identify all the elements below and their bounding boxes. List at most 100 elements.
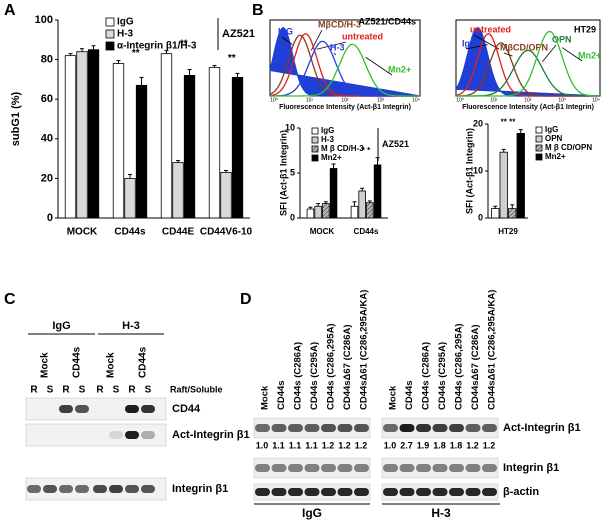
band-ratio: 2.7 (400, 440, 413, 450)
lane-label: S (145, 385, 152, 396)
blot-band (304, 424, 320, 432)
label-arrow (503, 52, 513, 57)
legend-group: AZ521 (222, 28, 255, 40)
blot-band (354, 464, 369, 472)
blot-band (399, 488, 415, 496)
band-ratio: 1.2 (483, 440, 496, 450)
bar (373, 164, 382, 219)
significance: ** (132, 48, 140, 59)
lane-label: R (128, 385, 136, 396)
legend-swatch (311, 145, 319, 153)
histogram-curve (456, 30, 600, 97)
blot-band (125, 431, 139, 439)
blot-band (288, 464, 303, 472)
blot-band (465, 464, 481, 472)
legend-swatch (311, 127, 319, 135)
legend-swatch (535, 153, 543, 161)
x-axis-label: Fluorescence Intensity (Act-β1 Integrin) (279, 104, 411, 111)
blot-band (416, 464, 431, 472)
y-tick-label: 0 (478, 212, 483, 222)
blot-band (125, 485, 139, 493)
x-tick-label: 10² (524, 97, 532, 103)
blot-band (465, 424, 481, 432)
band-ratio: 1.2 (322, 440, 335, 450)
bar (516, 132, 525, 219)
bar (208, 67, 221, 219)
x-tick-label: CD44s (114, 227, 146, 238)
blot-band (321, 464, 336, 472)
y-tick-label: 5 (290, 167, 295, 177)
blot-band (255, 424, 270, 432)
legend-swatch (311, 136, 319, 144)
y-tick-label: 10 (285, 122, 295, 132)
blot-band (141, 405, 155, 413)
blot-band (141, 485, 155, 493)
curve-label: IgG (462, 38, 477, 48)
blot-band (59, 485, 73, 493)
y-tick-label: 20 (473, 118, 483, 128)
row-label: Act-Integrin β1 (172, 429, 250, 441)
blot-band (449, 424, 464, 432)
x-tick-label: HT29 (498, 227, 518, 236)
blot-band (43, 485, 57, 493)
blot-band (416, 488, 431, 496)
x-tick-label: 10² (341, 97, 349, 103)
y-axis-label: SFI (Act-β1 Integrin) (464, 128, 474, 214)
band-ratio: 1.2 (338, 440, 351, 450)
legend-swatch (105, 29, 115, 39)
lane-label: S (79, 385, 86, 396)
blot-band (141, 431, 155, 439)
curve-label: untreated (342, 31, 383, 41)
legend-label: IgG (117, 17, 134, 28)
lane-label: CD44s (C286,295A) (326, 323, 337, 410)
blot-band (449, 488, 464, 496)
blot-band (321, 424, 336, 432)
bar (499, 151, 508, 219)
panel-letter: A (4, 2, 16, 19)
lane-label: R (30, 385, 38, 396)
significance: * * (362, 146, 371, 155)
panel-letter: D (240, 291, 252, 308)
blot-band (449, 464, 464, 472)
legend-swatch (311, 154, 319, 162)
y-axis-label: subG1 (%) (10, 91, 22, 146)
legend-label: OPN (545, 134, 563, 143)
legend-swatch (535, 144, 543, 152)
subgroup-label: Mock (106, 352, 117, 378)
band-ratio: 1.1 (272, 440, 285, 450)
lane-label: R (96, 385, 104, 396)
band-ratio: 1.1 (305, 440, 318, 450)
legend-group: AZ521 (382, 139, 409, 149)
blot-band (432, 424, 448, 432)
blot-band (59, 405, 73, 413)
lane-label: R (62, 385, 70, 396)
significance: ** (228, 53, 236, 64)
group-label: H-3 (431, 506, 451, 520)
legend-swatch (105, 17, 115, 27)
blot-band (75, 405, 89, 413)
x-tick-label: 10⁴ (592, 97, 600, 103)
lane-label: CD44sΔ67 (C286A) (470, 324, 481, 410)
label-arrow (365, 56, 393, 76)
label-arrow (465, 44, 488, 50)
x-tick-label: 10⁰ (456, 97, 464, 103)
histogram-curve (270, 43, 420, 97)
blot-band (109, 485, 123, 493)
bar (172, 162, 184, 219)
blot-band (354, 488, 369, 496)
bar (112, 63, 125, 219)
blot-strip (25, 423, 167, 447)
legend-label: H-3 (321, 135, 334, 144)
lane-label: S (113, 385, 120, 396)
legend-label: M β CD/OPN (545, 143, 592, 152)
legend-swatch (105, 41, 115, 51)
blot-band (383, 464, 398, 472)
bar (314, 205, 322, 219)
curve-label: MβCD/OPN (500, 42, 548, 52)
blot-band (482, 464, 497, 472)
row-label: Integrin β1 (172, 483, 228, 495)
blot-band (288, 424, 303, 432)
x-tick-label: 10⁴ (412, 97, 420, 103)
legend-label: Mn2+ (545, 152, 566, 161)
